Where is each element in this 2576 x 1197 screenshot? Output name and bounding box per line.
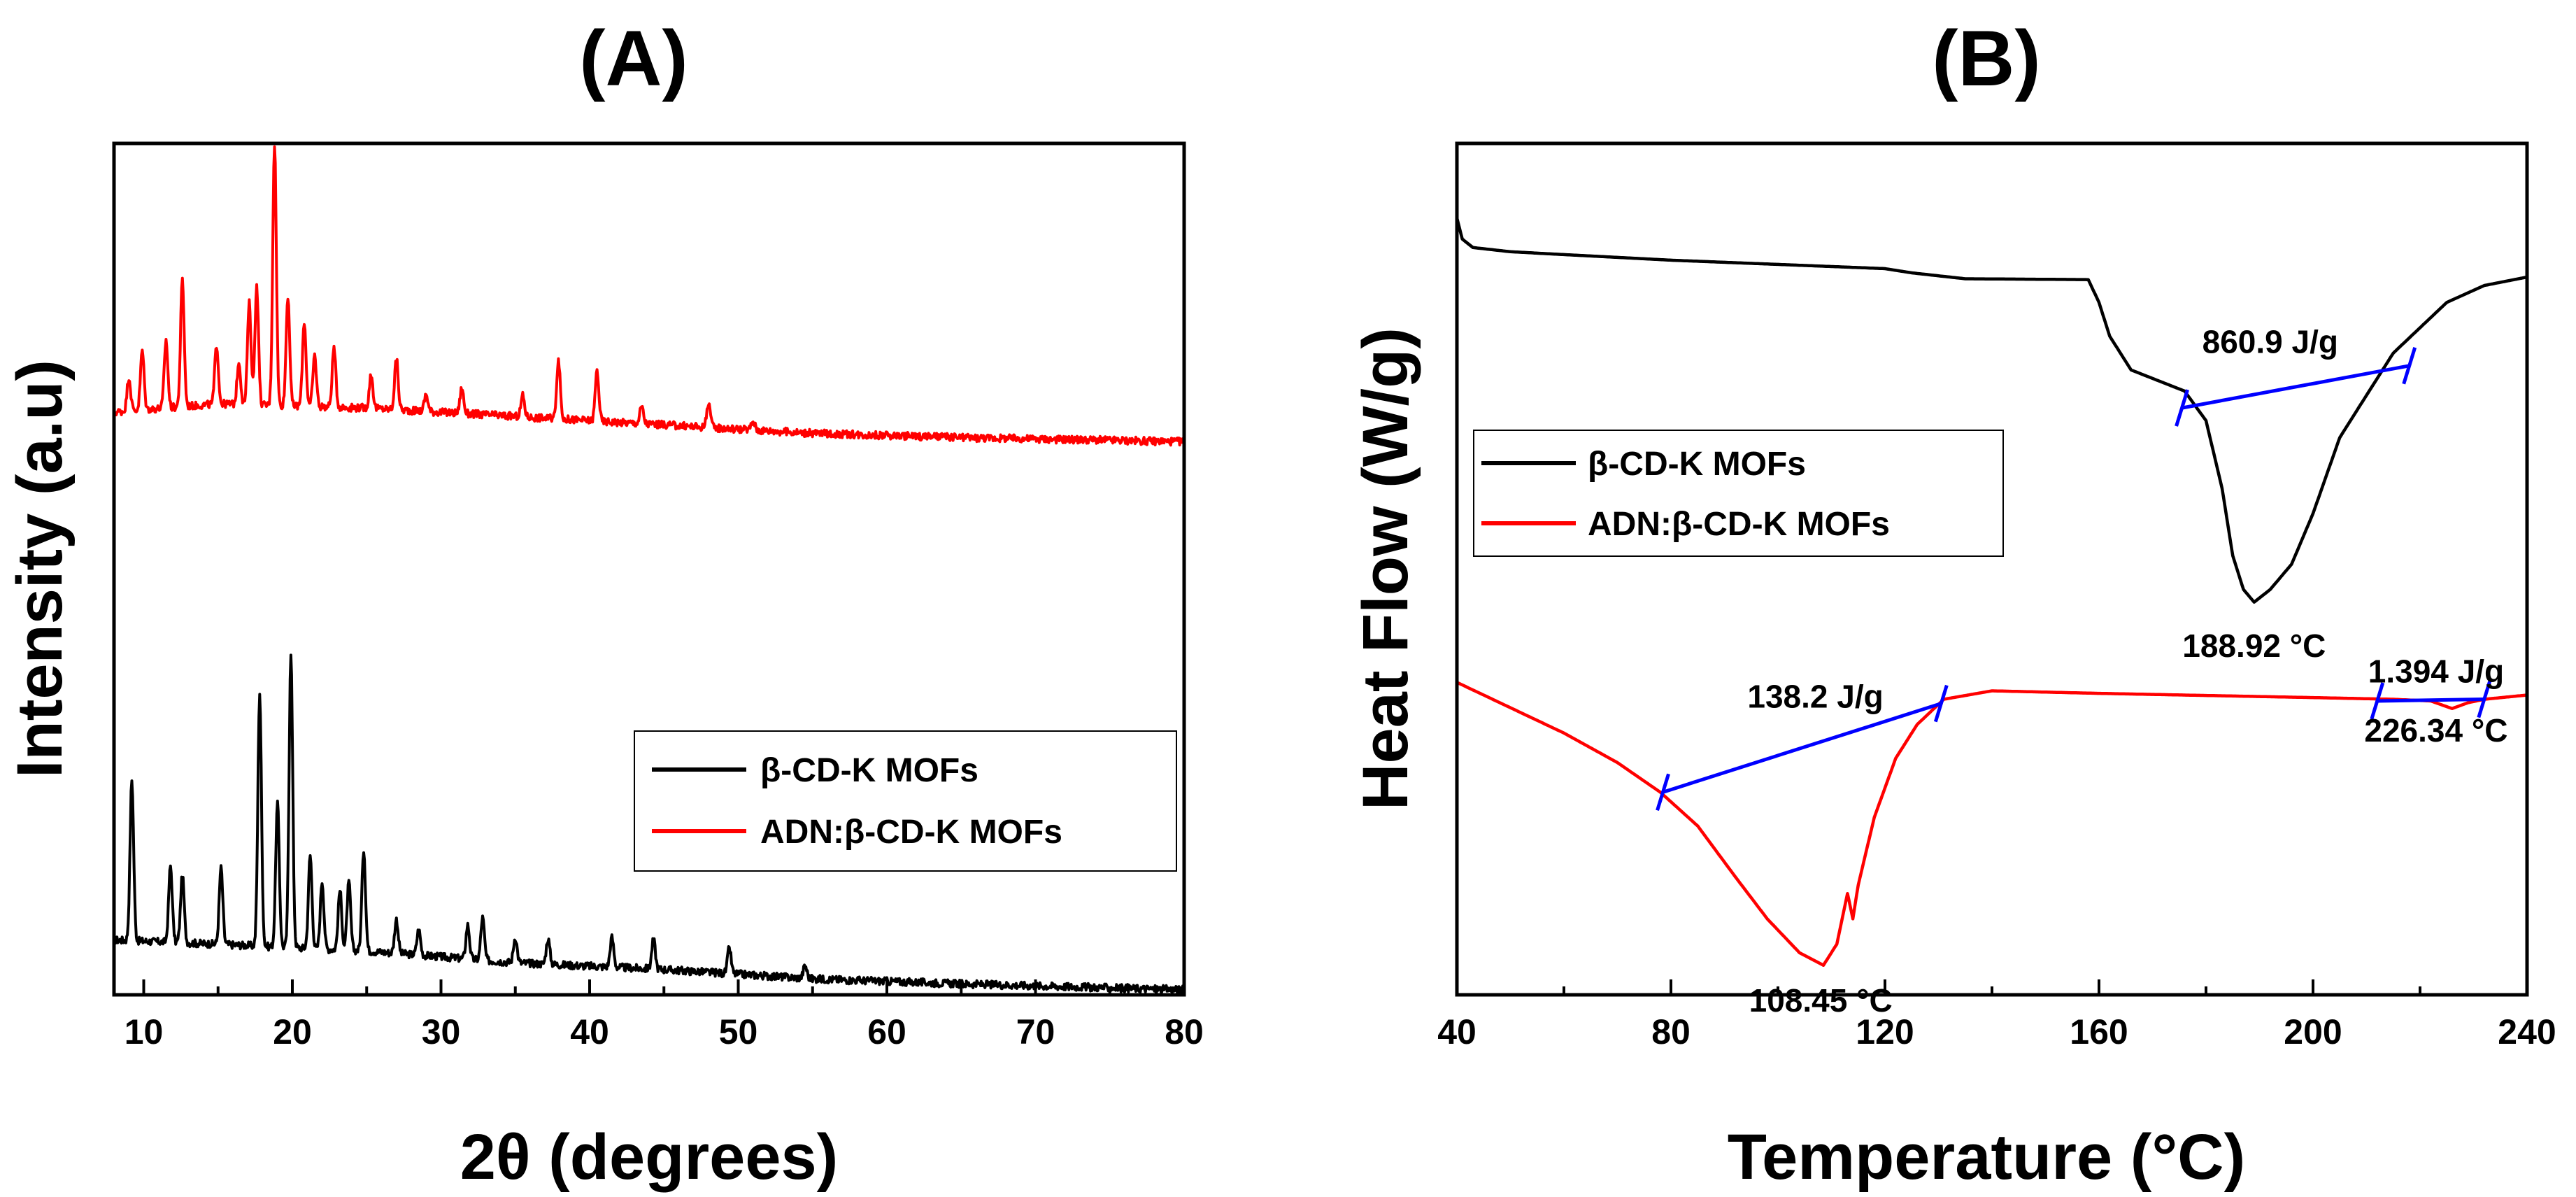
panel-a-frame [112, 141, 1186, 997]
panel-b-legend-box [1473, 430, 2004, 557]
panel-a-series-adn [113, 145, 1186, 447]
panel-b-integration-marker [2477, 680, 2492, 718]
panel-b-xtick-label: 40 [1437, 1012, 1476, 1051]
panel-a-legend-box [634, 730, 1177, 872]
panel-b-annotation: 138.2 J/g [1747, 679, 1883, 715]
panel-b-legend: β-CD-K MOFs ADN:β-CD-K MOFs [1473, 430, 2004, 557]
panel-a-xtick-label: 20 [273, 1012, 312, 1051]
panel-b-annotation: 108.45 °C [1749, 982, 1893, 1019]
panel-a-plot [113, 145, 1186, 995]
panel-a-xtick-label: 60 [867, 1012, 906, 1051]
panel-b-integration-marker [2402, 347, 2417, 385]
panel-b-xtick-label: 120 [1856, 1012, 1914, 1051]
panel-a-xtick-label: 10 [124, 1012, 164, 1051]
panel-a-xtick-label: 40 [570, 1012, 609, 1051]
panel-b-xlabel: Temperature (°C) [1728, 1121, 2246, 1193]
panel-a-series-beta-cd [113, 653, 1186, 995]
panel-a-xtick-label: 80 [1165, 1012, 1204, 1051]
panel-b-integration-marker [1656, 773, 1670, 812]
panel-b-ticks: 40 80 120 160 200 240 [1437, 979, 2556, 1051]
panel-a-legend-label-beta-cd: β-CD-K MOFs [760, 752, 979, 789]
panel-b: (B) 40 80 120 160 200 240 Temperature (°C) He… [1350, 15, 2556, 1193]
panel-b-annotation: 1.394 J/g [2368, 653, 2504, 689]
panel-b-integration-marker [2175, 389, 2189, 427]
panel-a-label: (A) [579, 15, 688, 102]
panel-b-annotation: 188.92 °C [2182, 628, 2326, 664]
panel-b-integration-marker [1933, 684, 1949, 723]
panel-a: (A) 10 20 30 40 50 60 70 80 2θ (degrees) Intens… [4, 15, 1204, 1193]
panel-b-series-beta-cd [1455, 218, 2528, 604]
panel-a-xtick-label: 50 [719, 1012, 758, 1051]
panel-b-xtick-label: 80 [1651, 1012, 1691, 1051]
panel-b-series-adn [1456, 681, 2528, 968]
panel-b-xtick-label: 160 [2070, 1012, 2128, 1051]
panel-b-xtick-label: 200 [2284, 1012, 2342, 1051]
panel-a-xlabel: 2θ (degrees) [460, 1121, 839, 1193]
panel-a-ticks: 10 20 30 40 50 60 70 80 [124, 979, 1204, 1051]
panel-b-annotation: 860.9 J/g [2203, 324, 2338, 360]
panel-b-annotation: 226.34 °C [2364, 712, 2507, 749]
panel-b-frame [1455, 141, 2529, 997]
panel-b-plot [1455, 218, 2528, 968]
panel-b-label: (B) [1932, 15, 2040, 102]
panel-b-xtick-label: 240 [2498, 1012, 2556, 1051]
panel-a-legend-label-adn: ADN:β-CD-K MOFs [760, 814, 1062, 851]
panel-b-integration-line [2182, 364, 2410, 410]
panel-a-xtick-label: 30 [422, 1012, 461, 1051]
panel-a-ylabel: Intensity (a.u) [4, 360, 76, 778]
panel-b-integration-line [2377, 697, 2484, 703]
panel-b-legend-label-adn: ADN:β-CD-K MOFs [1588, 506, 1890, 543]
panel-b-annotations: 860.9 J/g 188.92 °C 138.2 J/g 108.45 °C 1.39… [1747, 324, 2507, 1019]
panel-a-legend: β-CD-K MOFs ADN:β-CD-K MOFs [634, 730, 1177, 872]
panel-b-integration-marker [2370, 682, 2385, 720]
panel-b-ylabel: Heat Flow (W/g) [1350, 327, 1421, 810]
panel-b-integration-line [1662, 702, 1942, 794]
panel-a-xtick-label: 70 [1016, 1012, 1055, 1051]
panel-b-legend-label-beta-cd: β-CD-K MOFs [1588, 446, 1806, 483]
